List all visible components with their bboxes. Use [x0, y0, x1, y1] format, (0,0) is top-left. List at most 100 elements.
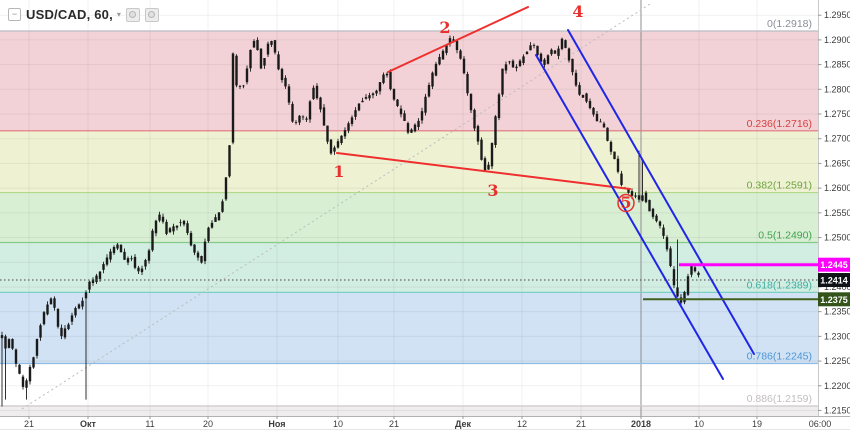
candle-body: [354, 110, 357, 117]
candle-body: [221, 201, 224, 212]
y-axis-bg: [818, 0, 850, 430]
candle-body: [420, 111, 424, 121]
candle-body: [25, 380, 28, 388]
wave-label[interactable]: 5: [620, 193, 631, 212]
candle-body: [203, 241, 207, 262]
candle-body: [315, 85, 319, 99]
candle-body: [686, 276, 690, 295]
collapse-legend-icon[interactable]: −: [8, 8, 21, 21]
candle-body: [35, 338, 39, 356]
candle-body: [179, 222, 182, 224]
candle-body: [452, 39, 455, 41]
candle-body: [504, 64, 508, 71]
fib-level-label: 0.786(1.2245): [747, 351, 812, 363]
candle-body: [427, 84, 431, 97]
wave-circle[interactable]: [617, 193, 635, 213]
symbol-title[interactable]: USD/CAD, 60,: [26, 7, 113, 22]
red-impulse-2-4[interactable]: [387, 6, 529, 73]
candle-body: [469, 93, 473, 111]
candle-body: [0, 335, 4, 339]
candle-body: [371, 93, 375, 96]
candle-body: [7, 339, 11, 348]
candle-body: [245, 68, 249, 83]
candle-body: [168, 228, 172, 233]
y-tick-label: 1.2300: [824, 331, 850, 341]
candle-body: [539, 53, 543, 62]
current-price-tag-text: 1.2414: [820, 276, 848, 286]
compare-icon[interactable]: [144, 7, 159, 22]
chevron-down-icon[interactable]: ▾: [116, 10, 121, 19]
candle-body: [42, 312, 46, 325]
candle-body: [375, 90, 378, 94]
candle-body: [595, 113, 599, 122]
candle-body: [280, 68, 284, 81]
candle-body: [651, 208, 655, 217]
x-tick-label: 11: [145, 419, 154, 429]
wave-label[interactable]: 1: [333, 162, 344, 181]
candle-body: [588, 100, 592, 109]
candle-body: [298, 115, 301, 123]
candle-body: [637, 195, 641, 200]
candle-body: [361, 100, 364, 103]
candle-body: [336, 141, 340, 148]
candle-body: [105, 257, 109, 265]
y-tick-label: 1.2950: [824, 10, 850, 20]
y-axis-panel[interactable]: 1.2950 1.2900 1.2850 1.2800 1.2750 1.2700 1.26…: [818, 0, 850, 430]
candle-body: [350, 117, 354, 124]
candle-body: [564, 40, 567, 48]
candle-body: [137, 267, 140, 272]
candle-body: [196, 252, 200, 258]
candle-body: [147, 250, 151, 261]
alert-price-tag: 1.2445: [818, 257, 850, 272]
candle-body: [256, 40, 259, 51]
time-axis-panel[interactable]: 21 Окт 11 20 Ноя 10 21 Дек 12 21 2018 10 19 06:00: [0, 416, 850, 430]
candle-body: [490, 142, 494, 167]
wave-label[interactable]: 4: [572, 2, 583, 21]
candle-body: [77, 304, 81, 309]
y-tick-label: 1.2550: [824, 208, 850, 218]
candle-body: [417, 120, 420, 128]
fib-zone: [0, 292, 818, 364]
candle-body: [63, 328, 67, 338]
candle-body: [102, 264, 105, 270]
candle-body: [217, 212, 221, 221]
fib-zone: [0, 406, 818, 416]
time-axis-bg: [0, 416, 850, 430]
candle-body: [21, 376, 25, 387]
alert-price-tag-2-text: 1.2375: [820, 295, 848, 305]
candle-body: [585, 93, 588, 102]
candle-body: [175, 225, 179, 228]
candle-body: [648, 199, 651, 212]
candle-body: [441, 50, 445, 60]
candle-body: [28, 366, 32, 382]
wave-label[interactable]: 2: [439, 18, 450, 37]
candle-body: [627, 188, 630, 193]
candle-body: [522, 56, 525, 64]
candle-body: [536, 45, 539, 56]
candle-body: [70, 315, 74, 322]
candle-body: [462, 58, 466, 74]
blue-channel-left[interactable]: [535, 54, 724, 380]
candle-body: [214, 217, 217, 222]
compare-glyph: [148, 11, 156, 18]
y-tick-label: 1.2650: [824, 158, 850, 168]
red-base-1-3-5[interactable]: [336, 152, 631, 190]
candle-body: [602, 123, 606, 128]
y-tick-label: 1.2200: [824, 381, 850, 391]
x-tick-label: 21: [24, 419, 34, 429]
x-tick-label: Дек: [455, 419, 472, 429]
candle-body: [399, 108, 403, 115]
y-tick-label: 1.2850: [824, 60, 850, 70]
chart-style-icon[interactable]: [125, 7, 140, 22]
candle-body: [301, 116, 305, 118]
y-tick-label: 1.2150: [824, 405, 850, 415]
fib-level-label: 0.618(1.2389): [747, 279, 812, 291]
wave-label[interactable]: 3: [487, 181, 498, 200]
x-tick-label: 10: [694, 419, 704, 429]
y-tick-label: 1.2500: [824, 233, 850, 243]
candle-body: [669, 248, 672, 267]
fib-level-label: 0.236(1.2716): [747, 118, 812, 130]
symbol-legend: − USD/CAD, 60, ▾: [8, 7, 159, 22]
